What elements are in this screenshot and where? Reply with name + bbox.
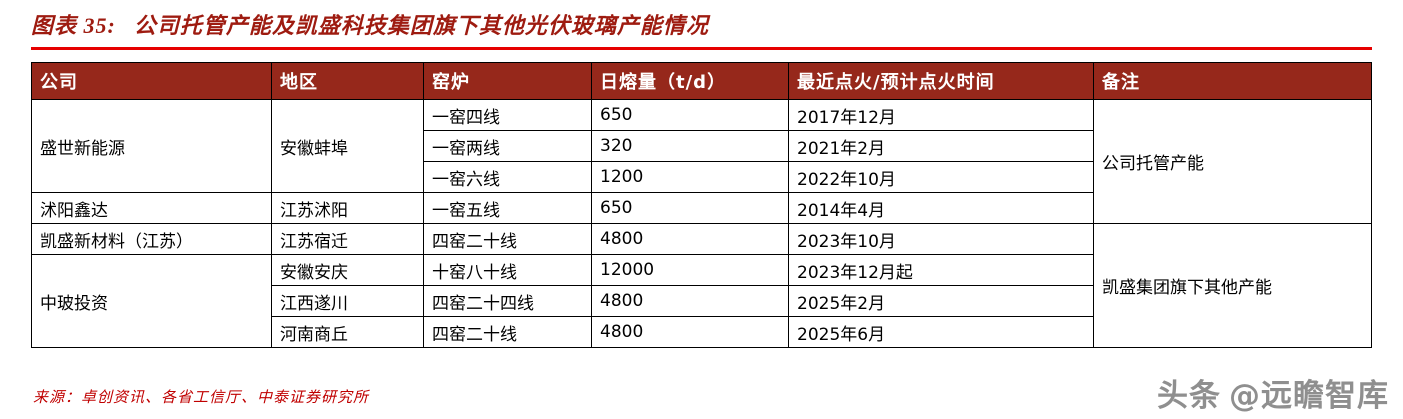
cell-region: 安徽蚌埠 [271, 99, 424, 193]
cell-volume: 650 [591, 99, 789, 131]
table-row: 一窑六线 1200 2022年10月 [32, 161, 1372, 193]
watermark-handle: @远瞻智库 [1229, 378, 1389, 414]
cell-ignition: 2022年10月 [788, 161, 1094, 193]
table-row: 江西遂川 四窑二十四线 4800 2025年2月 [32, 285, 1372, 317]
column-header-company: 公司 [31, 62, 272, 100]
capacity-table: 公司 地区 窑炉 日熔量（t/d） 最近点火/预计点火时间 备注 盛世新能源 安… [31, 62, 1372, 348]
cell-kiln: 一窑五线 [423, 192, 592, 224]
column-header-kiln: 窑炉 [423, 62, 592, 100]
cell-volume: 4800 [591, 316, 789, 348]
cell-kiln: 十窑八十线 [423, 254, 592, 286]
table-row: 河南商丘 四窑二十线 4800 2025年6月 [32, 316, 1372, 348]
cell-volume: 1200 [591, 161, 789, 193]
cell-volume: 4800 [591, 285, 789, 317]
cell-ignition: 2025年6月 [788, 316, 1094, 348]
cell-kiln: 一窑两线 [423, 130, 592, 162]
cell-kiln: 四窑二十四线 [423, 285, 592, 317]
cell-note: 公司托管产能 [1093, 99, 1372, 224]
cell-volume: 320 [591, 130, 789, 162]
column-header-ignition: 最近点火/预计点火时间 [788, 62, 1094, 100]
cell-kiln: 一窑六线 [423, 161, 592, 193]
cell-ignition: 2023年10月 [788, 223, 1094, 255]
cell-company: 盛世新能源 [31, 99, 272, 193]
cell-kiln: 四窑二十线 [423, 223, 592, 255]
column-header-volume: 日熔量（t/d） [591, 62, 789, 100]
source-note: 来源：卓创资讯、各省工信厅、中泰证券研究所 [33, 390, 370, 406]
title-underline-rule [31, 47, 1372, 50]
cell-region: 河南商丘 [271, 316, 424, 348]
figure-number: 图表 35: [31, 13, 116, 38]
cell-region: 安徽安庆 [271, 254, 424, 286]
cell-company: 凯盛新材料（江苏） [31, 223, 272, 255]
cell-company: 中玻投资 [31, 254, 272, 348]
header-row: 公司 地区 窑炉 日熔量（t/d） 最近点火/预计点火时间 备注 [31, 62, 1372, 100]
cell-note: 凯盛集团旗下其他产能 [1093, 223, 1372, 348]
cell-kiln: 四窑二十线 [423, 316, 592, 348]
cell-kiln: 一窑四线 [423, 99, 592, 131]
cell-region: 江西遂川 [271, 285, 424, 317]
table-row: 一窑两线 320 2021年2月 [32, 130, 1372, 162]
cell-ignition: 2021年2月 [788, 130, 1094, 162]
table-row: 中玻投资 安徽安庆 十窑八十线 12000 2023年12月起 [31, 254, 1372, 348]
cell-volume: 4800 [591, 223, 789, 255]
cell-ignition: 2023年12月起 [788, 254, 1094, 286]
table-row: 凯盛新材料（江苏） 江苏宿迁 四窑二十线 4800 2023年10月 凯盛集团旗… [31, 223, 1372, 348]
figure-title: 图表 35: 公司托管产能及凯盛科技集团旗下其他光伏玻璃产能情况 [31, 8, 1372, 40]
watermark: 头条 @远瞻智库 [1157, 370, 1389, 415]
cell-ignition: 2014年4月 [788, 192, 1094, 224]
toutiao-logo: 头条 [1157, 378, 1221, 414]
cell-volume: 650 [591, 192, 789, 224]
table-row: 沭阳鑫达 江苏沭阳 一窑五线 650 2014年4月 [31, 192, 1372, 224]
cell-ignition: 2017年12月 [788, 99, 1094, 131]
table-row: 盛世新能源 安徽蚌埠 一窑四线 650 2017年12月 公司托管产能 [31, 99, 1372, 224]
cell-region: 江苏宿迁 [271, 223, 424, 255]
column-header-region: 地区 [271, 62, 424, 100]
cell-company: 沭阳鑫达 [31, 192, 272, 224]
cell-volume: 12000 [591, 254, 789, 286]
cell-ignition: 2025年2月 [788, 285, 1094, 317]
cell-region: 江苏沭阳 [271, 192, 424, 224]
figure-title-text: 公司托管产能及凯盛科技集团旗下其他光伏玻璃产能情况 [133, 13, 709, 38]
column-header-note: 备注 [1093, 62, 1372, 100]
